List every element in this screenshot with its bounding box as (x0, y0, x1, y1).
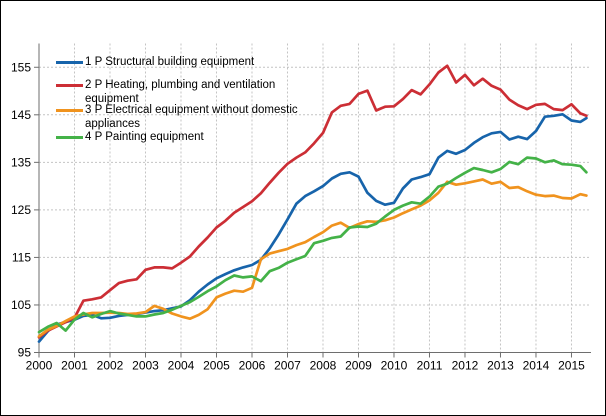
legend-swatch (56, 109, 83, 112)
y-axis-label: 155 (11, 60, 31, 74)
axis-labels: 95 105 115 125 135 145 155 2000 2001 2002 2003 2004… (11, 60, 585, 372)
x-axis-label: 2011 (417, 359, 443, 373)
y-axis-label: 135 (11, 155, 31, 169)
axes (34, 43, 591, 358)
gridlines (39, 43, 591, 352)
legend-label: 1 P Structural building equipment (85, 56, 255, 68)
y-axis-label: 105 (11, 298, 31, 312)
series-lines (37, 64, 588, 343)
y-axis-label: 115 (12, 250, 31, 264)
x-axis-label: 2002 (97, 359, 124, 373)
legend-swatch (56, 61, 83, 64)
x-axis-label: 2009 (345, 359, 372, 373)
x-axis-label: 2004 (168, 359, 195, 373)
x-axis-label: 2007 (274, 359, 301, 373)
legend-swatch (56, 84, 83, 87)
legend-item-1: 1 P Structural building equipment (56, 56, 310, 70)
series-line-2 (37, 64, 588, 339)
legend-label: 2 P Heating, plumbing and ventilation eq… (85, 79, 276, 105)
x-axis-label: 2013 (487, 359, 514, 373)
series-line-4 (37, 156, 588, 334)
x-axis-label: 2001 (61, 359, 88, 373)
x-axis-label: 2012 (452, 359, 479, 373)
series-line-1 (37, 112, 588, 343)
x-axis-label: 2014 (523, 359, 550, 373)
legend-label: 3 P Electrical equipment without domesti… (85, 104, 298, 130)
legend-swatch (56, 136, 83, 139)
legend-item-4: 4 P Painting equipment (56, 131, 310, 145)
y-axis-label: 145 (11, 108, 31, 122)
legend-item-2: 2 P Heating, plumbing and ventilation eq… (56, 79, 310, 106)
legend-item-3: 3 P Electrical equipment without domesti… (56, 104, 310, 131)
x-axis-label: 2000 (26, 359, 53, 373)
legend-label: 4 P Painting equipment (85, 131, 204, 143)
x-axis-label: 2006 (239, 359, 266, 373)
x-axis-label: 2003 (132, 359, 159, 373)
x-axis-label: 2010 (381, 359, 408, 373)
y-axis-label: 95 (18, 346, 32, 360)
series-line-3 (37, 178, 588, 338)
x-axis-label: 2008 (310, 359, 337, 373)
y-axis-label: 125 (11, 203, 31, 217)
x-axis-label: 2005 (203, 359, 230, 373)
x-axis-label: 2015 (558, 359, 585, 373)
